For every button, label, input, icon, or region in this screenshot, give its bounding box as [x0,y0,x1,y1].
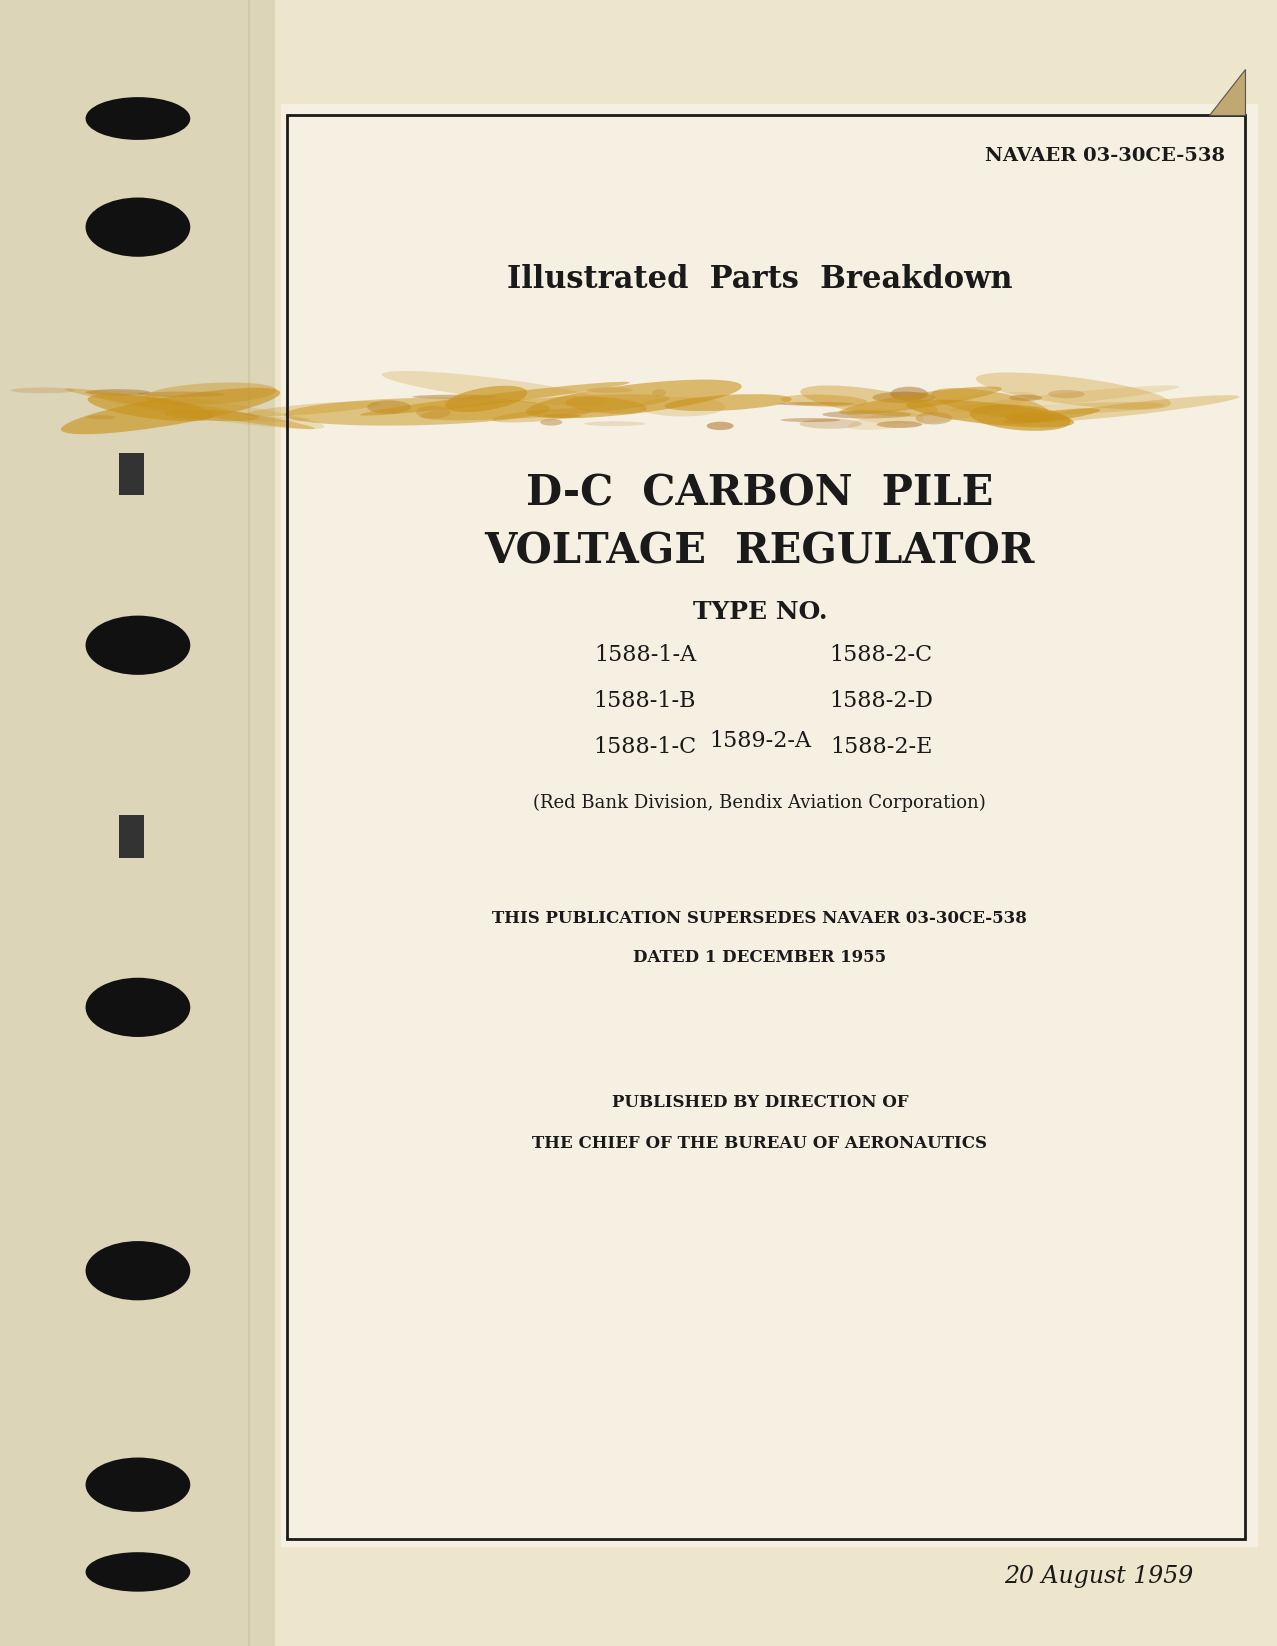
Ellipse shape [10,387,75,393]
Ellipse shape [88,393,213,421]
Ellipse shape [86,1458,190,1511]
Ellipse shape [638,397,725,416]
Ellipse shape [653,388,667,397]
Ellipse shape [664,393,792,412]
Text: 1588-2-D: 1588-2-D [829,690,933,713]
Text: 1588-2-C: 1588-2-C [830,644,932,667]
Ellipse shape [1048,390,1084,398]
Bar [119,453,144,495]
Ellipse shape [1025,395,1240,423]
Ellipse shape [412,395,498,398]
Ellipse shape [872,392,936,403]
Ellipse shape [65,388,315,430]
Ellipse shape [1010,402,1165,415]
Ellipse shape [916,412,953,425]
Text: 1588-1-A: 1588-1-A [594,644,696,667]
Ellipse shape [366,400,411,413]
Ellipse shape [780,418,840,421]
Ellipse shape [86,1241,190,1300]
Ellipse shape [492,408,591,423]
Ellipse shape [420,395,670,420]
Bar [0,0,275,1646]
Text: DATED 1 DECEMBER 1955: DATED 1 DECEMBER 1955 [633,950,886,966]
Ellipse shape [86,97,190,140]
Ellipse shape [360,382,630,415]
Ellipse shape [969,405,1070,431]
Text: (Red Bank Division, Bendix Aviation Corporation): (Red Bank Division, Bendix Aviation Corp… [534,793,986,813]
Ellipse shape [839,387,1002,415]
Ellipse shape [780,395,867,407]
Polygon shape [1209,69,1245,115]
Ellipse shape [416,407,450,418]
Bar [119,815,144,858]
Ellipse shape [801,385,937,416]
Ellipse shape [905,400,1074,428]
Text: Illustrated  Parts  Breakdown: Illustrated Parts Breakdown [507,265,1013,295]
Text: 20 August 1959: 20 August 1959 [1004,1565,1193,1588]
Ellipse shape [706,421,734,430]
Ellipse shape [144,382,277,405]
Ellipse shape [544,415,581,418]
Ellipse shape [285,398,550,426]
Text: VOLTAGE  REGULATOR: VOLTAGE REGULATOR [485,530,1034,573]
Ellipse shape [382,370,607,407]
Ellipse shape [540,420,562,426]
Ellipse shape [1004,408,1099,425]
Ellipse shape [1009,395,1042,402]
Ellipse shape [444,385,527,412]
Ellipse shape [165,410,259,421]
Ellipse shape [86,388,151,395]
Ellipse shape [877,421,922,428]
Text: 1588-1-C: 1588-1-C [594,736,696,759]
Ellipse shape [585,421,645,426]
Ellipse shape [890,387,928,402]
Ellipse shape [931,388,1048,418]
Text: THIS PUBLICATION SUPERSEDES NAVAER 03-30CE-538: THIS PUBLICATION SUPERSEDES NAVAER 03-30… [493,910,1027,927]
Ellipse shape [86,978,190,1037]
Ellipse shape [950,385,1180,412]
Bar [287,115,1245,1539]
Ellipse shape [86,415,115,420]
Ellipse shape [248,416,310,421]
Ellipse shape [848,392,1036,430]
Text: 1589-2-A: 1589-2-A [709,729,811,752]
Ellipse shape [86,616,190,675]
Ellipse shape [566,397,647,413]
Ellipse shape [61,388,280,435]
Ellipse shape [244,402,381,416]
Ellipse shape [86,1552,190,1592]
Ellipse shape [526,380,742,418]
Bar [281,104,1258,1547]
Text: 1588-2-E: 1588-2-E [830,736,932,759]
Ellipse shape [976,372,1171,410]
Ellipse shape [89,390,324,430]
Ellipse shape [1005,413,1052,423]
Text: THE CHIEF OF THE BUREAU OF AERONAUTICS: THE CHIEF OF THE BUREAU OF AERONAUTICS [533,1136,987,1152]
Text: TYPE NO.: TYPE NO. [692,601,827,624]
Ellipse shape [847,408,923,423]
Ellipse shape [137,392,225,397]
Text: PUBLISHED BY DIRECTION OF: PUBLISHED BY DIRECTION OF [612,1095,908,1111]
Text: NAVAER 03-30CE-538: NAVAER 03-30CE-538 [985,148,1225,165]
Ellipse shape [586,387,633,393]
Ellipse shape [86,198,190,257]
Ellipse shape [822,410,911,418]
Text: 1588-1-B: 1588-1-B [594,690,696,713]
Ellipse shape [778,402,853,405]
Ellipse shape [799,418,862,428]
Text: D-C  CARBON  PILE: D-C CARBON PILE [526,472,994,515]
